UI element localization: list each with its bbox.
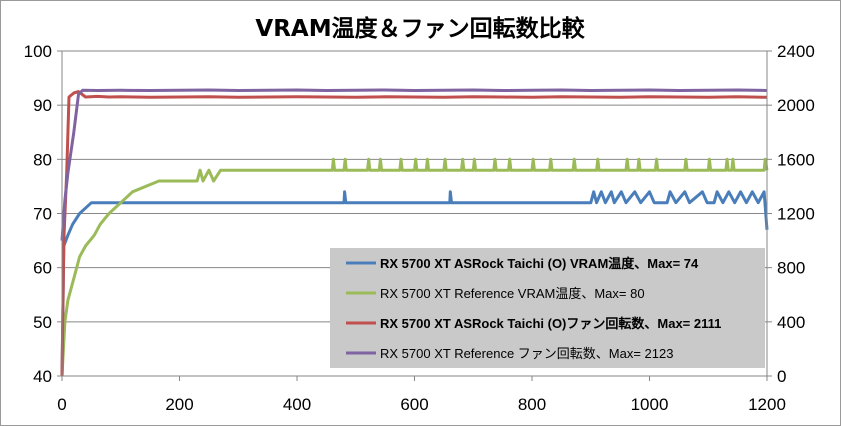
x-tick-label: 1200 <box>748 395 786 414</box>
legend-label: RX 5700 XT Reference VRAM温度、Max= 80 <box>380 286 645 301</box>
x-tick-label: 600 <box>400 395 428 414</box>
y2-tick-label: 1600 <box>777 150 815 169</box>
series-lines <box>60 88 769 377</box>
legend-label: RX 5700 XT ASRock Taichi (O) VRAM温度、Max=… <box>380 256 699 271</box>
x-tick-label: 400 <box>283 395 311 414</box>
legend: RX 5700 XT ASRock Taichi (O) VRAM温度、Max=… <box>330 248 765 368</box>
y-tick-label: 90 <box>33 96 52 115</box>
x-tick-label: 1000 <box>631 395 669 414</box>
series-line-2 <box>60 157 769 377</box>
x-tick-label: 0 <box>57 395 66 414</box>
y2-tick-label: 2000 <box>777 96 815 115</box>
x-tick-label: 200 <box>165 395 193 414</box>
legend-label: RX 5700 XT ASRock Taichi (O)ファン回転数、Max= … <box>380 316 721 331</box>
y-tick-label: 40 <box>33 367 52 386</box>
series-line-1 <box>60 190 769 377</box>
legend-box <box>330 248 765 368</box>
y-tick-label: 100 <box>24 42 52 61</box>
y-tick-label: 50 <box>33 313 52 332</box>
y2-tick-label: 800 <box>777 259 805 278</box>
chart-title: VRAM温度＆ファン回転数比較 <box>255 15 585 42</box>
y-tick-label: 80 <box>33 150 52 169</box>
y-tick-label: 60 <box>33 259 52 278</box>
y2-tick-label: 2400 <box>777 42 815 61</box>
y2-tick-label: 400 <box>777 313 805 332</box>
series-line-4 <box>60 88 768 241</box>
y-tick-label: 70 <box>33 205 52 224</box>
legend-label: RX 5700 XT Reference ファン回転数、Max= 2123 <box>380 346 673 361</box>
y2-tick-label: 0 <box>777 367 786 386</box>
y2-tick-label: 1200 <box>777 205 815 224</box>
x-tick-label: 800 <box>518 395 546 414</box>
